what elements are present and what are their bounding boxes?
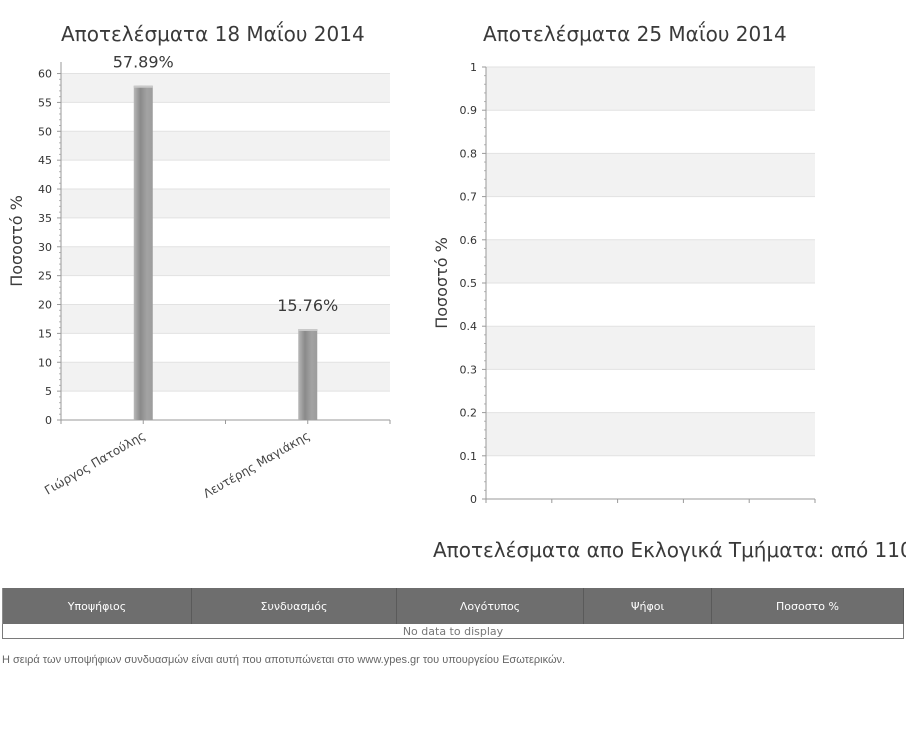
data-label: 15.76% — [277, 296, 338, 315]
chart1-title: Αποτελέσματα 18 Μαΐου 2014 — [61, 22, 365, 46]
chart2-plot: 0 0.1 0.2 0.3 0.4 0.5 0.6 0.7 0.8 0.9 1 Ποσοστό % — [432, 61, 816, 506]
column-header-votes[interactable]: Ψήφοι — [583, 588, 712, 624]
grid-band — [61, 131, 390, 161]
y-tick-label: 60 — [38, 68, 52, 81]
chart2-title: Αποτελέσματα 25 Μαΐου 2014 — [483, 22, 787, 46]
bar — [298, 328, 318, 420]
y-tick-label: 50 — [38, 125, 52, 138]
y-tick-label: 0 — [45, 414, 52, 427]
grid-band — [61, 73, 390, 103]
y-tick-label: 0.9 — [460, 104, 478, 117]
grid-band — [61, 362, 390, 392]
grid-band — [486, 239, 815, 283]
category-label: Λευτέρης Μαγιάκης — [201, 428, 312, 500]
grid-band — [61, 246, 390, 276]
y-tick-label: 0 — [470, 493, 477, 506]
y-tick-label: 0.3 — [460, 363, 478, 376]
category-label: Γιώργος Πατούλης — [42, 428, 148, 497]
column-header-candidate[interactable]: Υποψήφιος — [2, 588, 192, 624]
y-tick-label: 45 — [38, 154, 52, 167]
y-tick-label: 55 — [38, 96, 52, 109]
y-tick-label: 35 — [38, 212, 52, 225]
column-header-percentage[interactable]: Ποσοστο % — [711, 588, 904, 624]
y-tick-label: 0.5 — [460, 277, 478, 290]
footnote: Η σειρά των υποψήφιων συνδυασμών είναι α… — [2, 654, 566, 666]
y-tick-label: 1 — [470, 61, 477, 74]
column-header-logo[interactable]: Λογότυπος — [396, 588, 584, 624]
grid-band — [486, 67, 815, 111]
y-tick-label: 25 — [38, 270, 52, 283]
results-table: Υποψήφιος Συνδυασμός Λογότυπος Ψήφοι Ποσ… — [2, 588, 904, 639]
chart1-plot: 0 5 10 15 20 25 30 35 40 45 50 55 60 Ποσοστό % 57.89% Γ… — [7, 53, 391, 501]
y-axis-title: Ποσοστό % — [432, 237, 451, 329]
data-label: 57.89% — [113, 53, 174, 72]
column-header-coalition[interactable]: Συνδυασμός — [191, 588, 397, 624]
bar-cap — [133, 85, 153, 88]
grid-band — [61, 189, 390, 218]
y-tick-label: 0.4 — [460, 320, 478, 333]
table-header-row: Υποψήφιος Συνδυασμός Λογότυπος Ψήφοι Ποσ… — [2, 588, 904, 624]
no-data-message: No data to display — [2, 624, 904, 639]
y-tick-label: 0.6 — [460, 234, 478, 247]
y-tick-label: 30 — [38, 241, 52, 254]
y-axis-title: Ποσοστό % — [7, 195, 26, 287]
y-tick-label: 10 — [38, 356, 52, 369]
results-title: Αποτελέσματα απο Εκλογικά Τμήματα: από 1… — [433, 538, 906, 562]
y-tick-label: 0.7 — [460, 191, 478, 204]
y-tick-label: 5 — [45, 385, 52, 398]
y-tick-label: 0.1 — [460, 450, 478, 463]
grid-band — [486, 326, 815, 370]
y-tick-label: 15 — [38, 327, 52, 340]
table-row: No data to display — [2, 624, 904, 639]
grid-band — [61, 304, 390, 334]
grid-band — [486, 412, 815, 456]
y-tick-label: 0.8 — [460, 147, 478, 160]
y-tick-label: 0.2 — [460, 407, 478, 420]
bar — [133, 85, 153, 420]
y-tick-label: 20 — [38, 299, 52, 312]
bar-cap — [298, 328, 318, 331]
grid-band — [486, 153, 815, 197]
y-tick-label: 40 — [38, 183, 52, 196]
